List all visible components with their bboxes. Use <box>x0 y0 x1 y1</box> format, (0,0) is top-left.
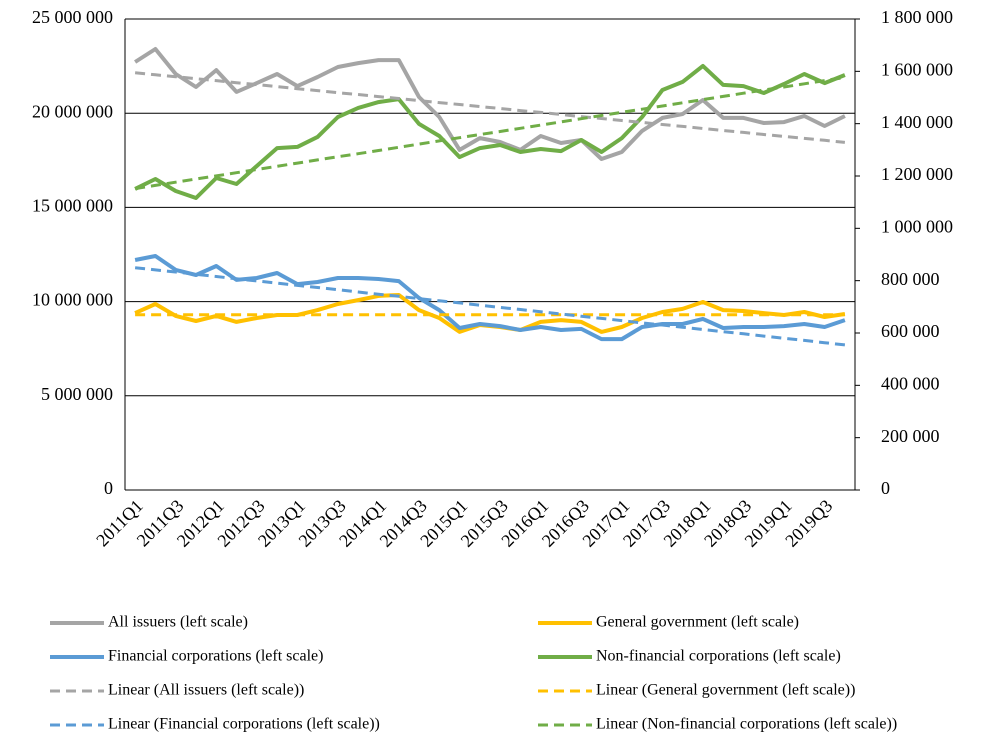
legend-label: All issuers (left scale) <box>108 614 248 631</box>
y-tick-label: 20 000 000 <box>32 101 113 121</box>
legend-label: Linear (Financial corporations (left sca… <box>108 716 380 733</box>
y2-tick-label: 1 000 000 <box>881 216 953 236</box>
y2-tick-label: 200 000 <box>881 426 940 446</box>
legend-label: General government (left scale) <box>596 614 799 631</box>
series-line <box>134 254 846 342</box>
legend-label: Financial corporations (left scale) <box>108 648 323 665</box>
legend-label: Linear (General government (left scale)) <box>596 682 855 699</box>
y2-tick-label: 1 400 000 <box>881 112 953 132</box>
y2-tick-label: 0 <box>881 478 890 498</box>
y-tick-label: 25 000 000 <box>32 7 113 27</box>
y2-tick-label: 400 000 <box>881 373 940 393</box>
y2-tick-label: 800 000 <box>881 269 940 289</box>
y2-tick-label: 1 800 000 <box>881 7 953 27</box>
series-line <box>134 47 846 161</box>
y-tick-label: 10 000 000 <box>32 290 113 310</box>
y-tick-label: 15 000 000 <box>32 196 113 216</box>
trend-line <box>134 266 846 347</box>
legend-label: Non-financial corporations (left scale) <box>596 648 841 665</box>
trend-line <box>134 71 846 144</box>
y-tick-label: 0 <box>104 478 113 498</box>
legend-label: Linear (Non-financial corporations (left… <box>596 716 897 733</box>
y-tick-label: 5 000 000 <box>41 384 113 404</box>
y2-tick-label: 600 000 <box>881 321 940 341</box>
y2-tick-label: 1 200 000 <box>881 164 953 184</box>
y2-tick-label: 1 600 000 <box>881 59 953 79</box>
legend-label: Linear (All issuers (left scale)) <box>108 682 304 699</box>
trend-line <box>134 75 846 191</box>
